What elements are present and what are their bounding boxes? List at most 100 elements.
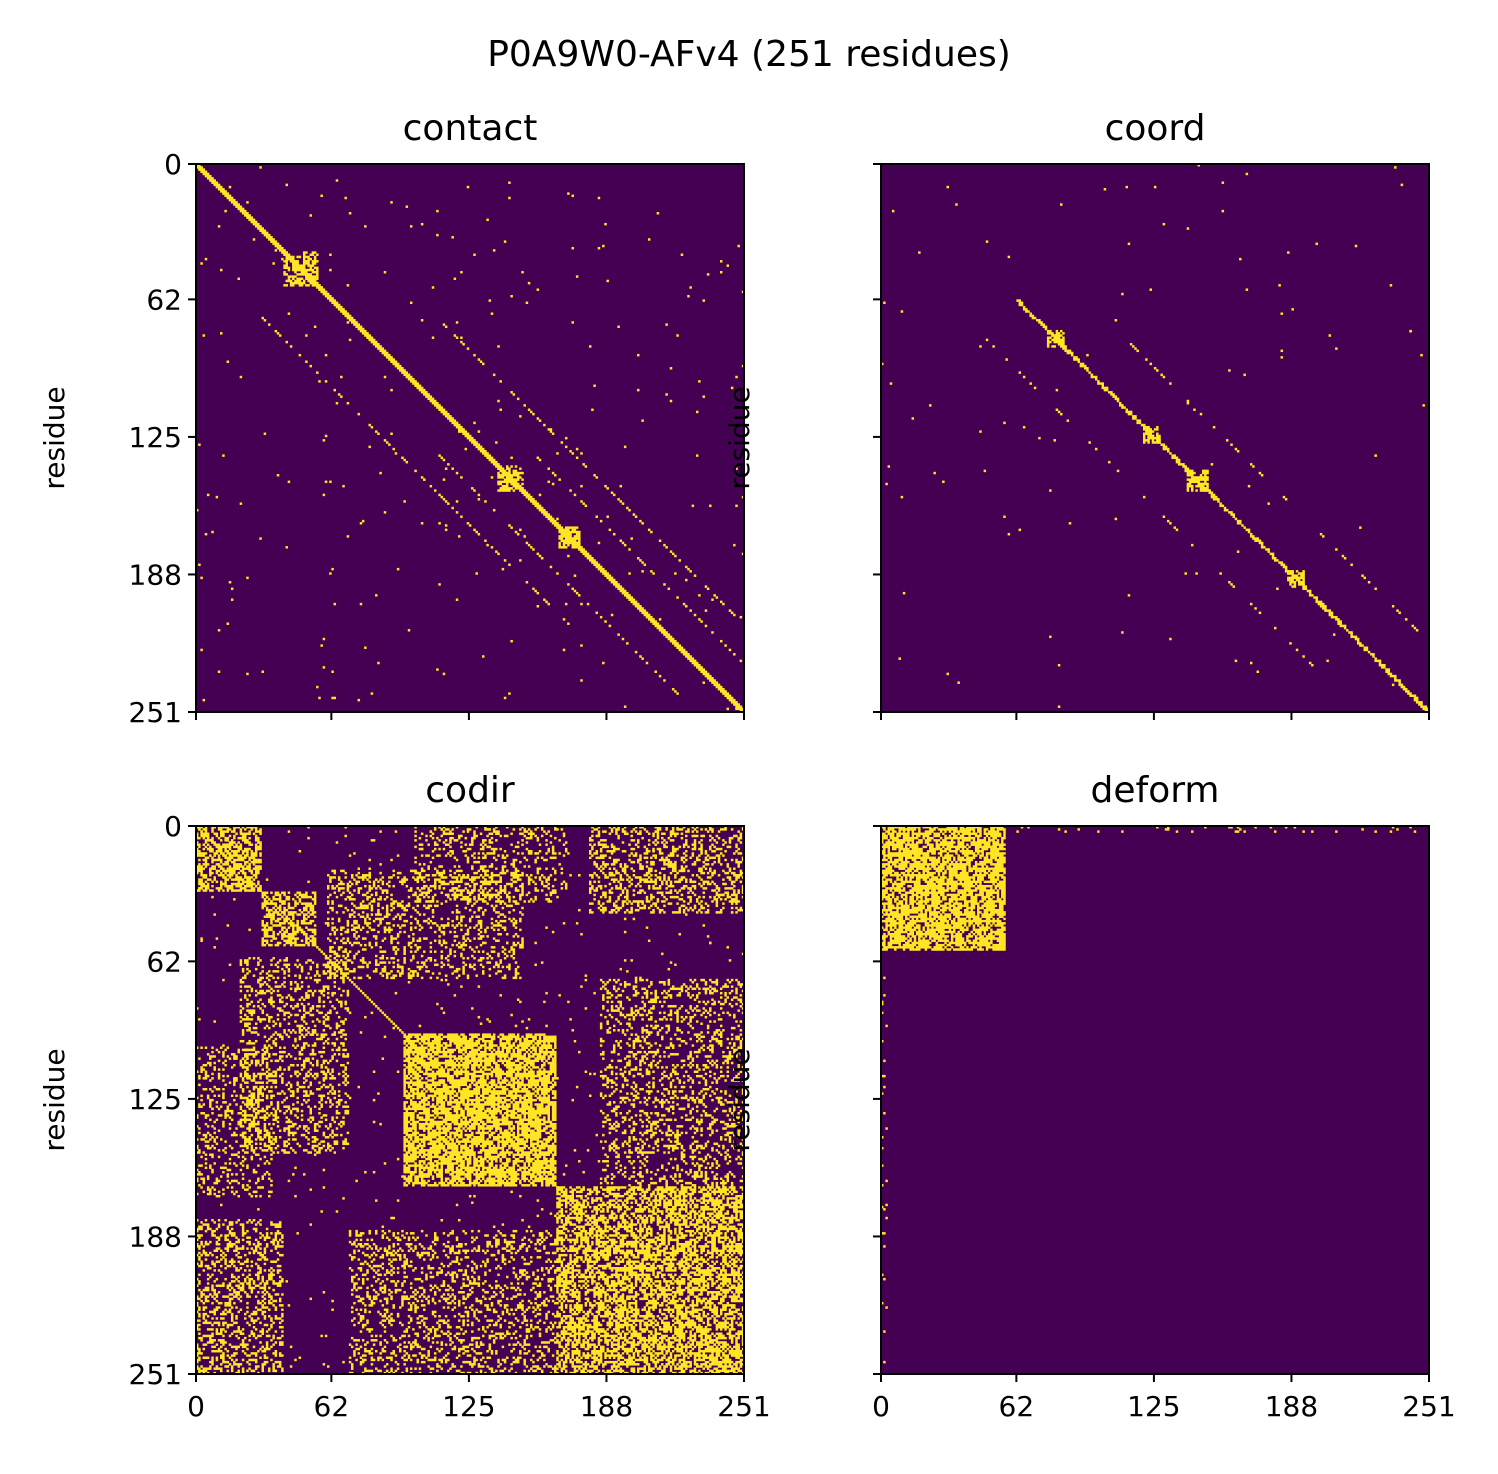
heatmap-cell (1060, 343, 1063, 346)
heatmap-cell (475, 1081, 478, 1084)
heatmap-cell (418, 1079, 422, 1082)
heatmap-cell (706, 1336, 710, 1340)
heatmap-cell (346, 321, 350, 324)
heatmap-cell (527, 495, 531, 499)
heatmap-cell (503, 1035, 507, 1039)
heatmap-cell (440, 1066, 444, 1069)
heatmap-cell (543, 1035, 546, 1039)
heatmap-cell (1420, 353, 1423, 357)
heatmap-cell (427, 1033, 430, 1036)
heatmap-cell (593, 559, 596, 562)
heatmap-cell (506, 1070, 509, 1074)
heatmap-cell (512, 1142, 516, 1146)
heatmap-cell (484, 452, 487, 455)
heatmap-cell (392, 358, 395, 361)
heatmap-cell (486, 1087, 489, 1091)
heatmap-cell (372, 343, 376, 346)
heatmap-cell (466, 1092, 470, 1095)
heatmap-cell (429, 1087, 433, 1091)
heatmap-cell (573, 526, 577, 529)
heatmap-cell (728, 609, 732, 612)
heatmap-cell (562, 546, 566, 549)
heatmap-cell (257, 847, 260, 851)
heatmap-cell (536, 1105, 540, 1108)
heatmap-cell (357, 987, 361, 991)
heatmap-cell (285, 895, 288, 899)
heatmap-cell (1046, 336, 1050, 339)
heatmap-cell (259, 884, 262, 888)
heatmap-cell (268, 233, 271, 237)
heatmap-cell (492, 508, 496, 512)
heatmap-cell (246, 880, 249, 884)
heatmap-cell (438, 1101, 441, 1104)
heatmap-cell (409, 380, 413, 383)
heatmap-cell (403, 1074, 406, 1078)
heatmap-cell (309, 913, 313, 916)
heatmap-cell (209, 847, 212, 851)
heatmap-cell (641, 609, 644, 612)
heatmap-cell (455, 1070, 459, 1074)
heatmap-cell (423, 1055, 426, 1058)
y-tick-label: 0 (164, 148, 182, 181)
heatmap-cell (436, 1046, 439, 1049)
heatmap-cell (473, 253, 476, 256)
heatmap-cell (289, 913, 293, 916)
heatmap-cell (580, 500, 583, 503)
heatmap-cell (501, 469, 505, 473)
heatmap-cell (263, 432, 267, 436)
heatmap-cell (545, 1077, 548, 1080)
heatmap-cell (455, 1101, 459, 1104)
heatmap-cell (423, 478, 426, 481)
heatmap-cell (233, 865, 236, 868)
heatmap-cell (409, 1050, 413, 1054)
heatmap-cell (527, 1048, 531, 1052)
heatmap-cell (477, 1042, 481, 1045)
heatmap-cell (591, 408, 594, 412)
heatmap-cell (486, 1063, 489, 1067)
heatmap-cell (545, 1079, 548, 1082)
heatmap-cell (499, 474, 502, 477)
heatmap-cell (475, 1042, 478, 1045)
heatmap-cell (484, 1083, 487, 1087)
heatmap-cell (630, 537, 633, 540)
heatmap-cell (250, 889, 254, 892)
heatmap-cell (1282, 563, 1286, 567)
heatmap-cell (250, 220, 254, 224)
heatmap-cell (628, 594, 631, 597)
heatmap-cell (499, 1129, 502, 1132)
heatmap-cell (499, 1044, 502, 1047)
heatmap-cell (1046, 340, 1050, 344)
heatmap-cell (1389, 674, 1393, 678)
heatmap-cell (1363, 576, 1366, 580)
heatmap-cell (717, 687, 721, 691)
heatmap-cell (634, 650, 638, 654)
heatmap-cell (407, 1068, 411, 1071)
heatmap-cell (316, 946, 319, 949)
heatmap-cell (407, 375, 411, 379)
heatmap-cell (733, 698, 736, 702)
heatmap-cell (1293, 574, 1297, 577)
heatmap-cell (407, 1053, 411, 1056)
heatmap-cell (302, 922, 306, 925)
heatmap-cell (1153, 436, 1157, 440)
heatmap-cell (431, 1087, 435, 1091)
heatmap-cell (204, 172, 208, 176)
heatmap-cell (468, 434, 472, 438)
heatmap-cell (536, 456, 540, 460)
heatmap-cell (591, 559, 594, 562)
heatmap-cell (292, 268, 295, 272)
heatmap-cell (250, 843, 254, 846)
heatmap-cell (226, 843, 230, 846)
heatmap-cell (453, 1057, 457, 1060)
heatmap-cell (196, 834, 199, 838)
heatmap-cell (527, 1101, 531, 1104)
heatmap-cell (508, 1044, 511, 1047)
heatmap-cell (246, 201, 249, 204)
heatmap-cell (538, 1057, 542, 1060)
heatmap-cell (495, 1072, 498, 1076)
heatmap-cell (1175, 460, 1179, 464)
heatmap-cell (394, 360, 398, 363)
heatmap-cell (447, 1085, 450, 1089)
heatmap-cell (610, 578, 614, 582)
heatmap-cell (287, 255, 291, 259)
